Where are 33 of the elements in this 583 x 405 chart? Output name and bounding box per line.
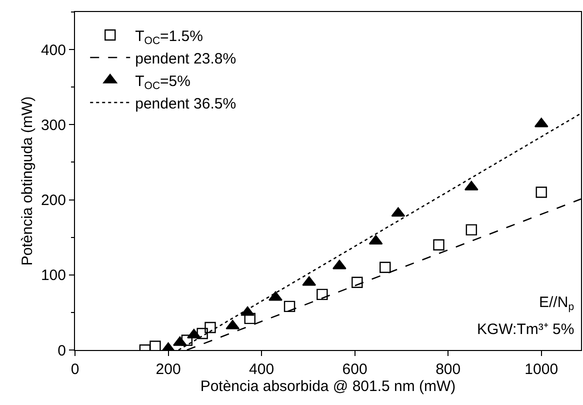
point [244,312,256,324]
point [196,328,208,340]
y-tick-label: 100 [40,267,66,284]
point [181,334,193,346]
point [240,306,254,316]
x-tick-label: 600 [342,361,368,378]
point [380,262,391,273]
point [284,300,296,312]
legend-label: pendent 36.5% [135,95,236,112]
point [316,288,328,300]
point [433,239,444,250]
point [536,186,547,198]
x-tick-label: 400 [249,361,274,378]
y-tick-label: 400 [40,42,66,59]
x-axis-title: Potència absorbida @ 801.5 nm (mW) [200,378,456,395]
point [150,340,161,350]
x-tick-label: 200 [156,361,181,378]
y-tick-label: 0 [58,342,66,360]
x-tick-label: 800 [436,361,461,378]
annotation: E//N$_{p}$ [539,294,574,314]
x-tick-label: 1000 [524,361,558,378]
y-tick-label: 200 [40,192,66,210]
legend-label: T$_{OC}$=1.5% [135,28,203,48]
x-tick-label: 0 [70,361,80,378]
annotation: KGW:Tm³⁺ 5% [477,321,574,338]
y-tick-label: 300 [40,116,66,134]
point [204,322,216,334]
legend-label: T$_{OC}$=5% [135,72,190,92]
legend-label: pendent 23.8% [135,50,236,68]
point [466,224,478,236]
point [268,291,282,301]
point [352,276,363,288]
y-axis-title: Potència obtinguda (mW) [19,96,36,266]
